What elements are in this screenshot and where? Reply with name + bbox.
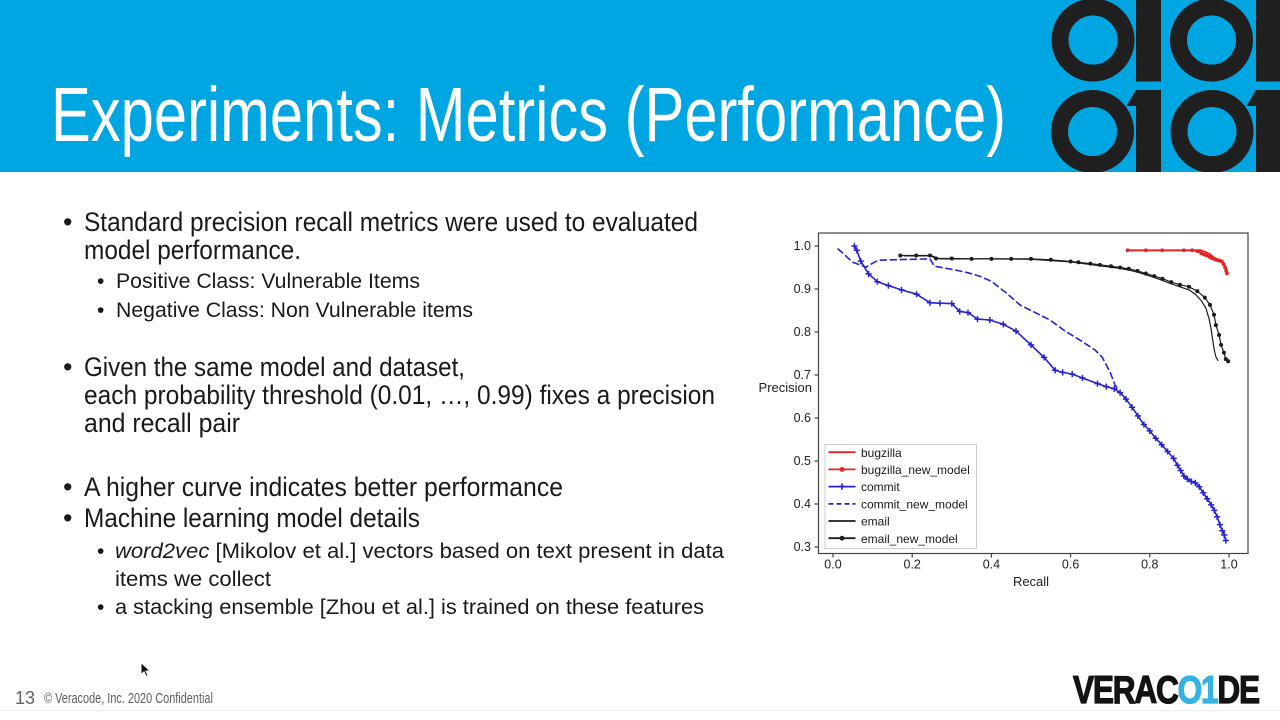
svg-text:0.4: 0.4 bbox=[983, 558, 1000, 572]
svg-text:0.0: 0.0 bbox=[824, 558, 841, 572]
svg-text:0.8: 0.8 bbox=[1141, 558, 1158, 572]
svg-text:Precision: Precision bbox=[759, 380, 812, 395]
svg-text:commit: commit bbox=[861, 480, 900, 494]
svg-text:0.8: 0.8 bbox=[794, 325, 811, 339]
svg-text:0.3: 0.3 bbox=[794, 540, 811, 554]
svg-text:bugzilla_new_model: bugzilla_new_model bbox=[861, 463, 970, 477]
svg-text:email_new_model: email_new_model bbox=[861, 532, 958, 546]
svg-text:Recall: Recall bbox=[1013, 574, 1049, 589]
svg-text:0.5: 0.5 bbox=[794, 454, 811, 468]
svg-text:0.6: 0.6 bbox=[1062, 558, 1079, 572]
svg-text:1.0: 1.0 bbox=[794, 239, 811, 253]
svg-text:email: email bbox=[861, 515, 890, 529]
svg-text:0.9: 0.9 bbox=[794, 282, 811, 296]
svg-text:commit_new_model: commit_new_model bbox=[861, 497, 968, 511]
svg-text:0.2: 0.2 bbox=[904, 558, 921, 572]
svg-text:0.4: 0.4 bbox=[794, 497, 811, 511]
svg-text:1.0: 1.0 bbox=[1220, 558, 1237, 572]
svg-text:0.7: 0.7 bbox=[794, 368, 811, 382]
svg-text:0.6: 0.6 bbox=[794, 411, 811, 425]
svg-text:bugzilla: bugzilla bbox=[861, 446, 902, 460]
